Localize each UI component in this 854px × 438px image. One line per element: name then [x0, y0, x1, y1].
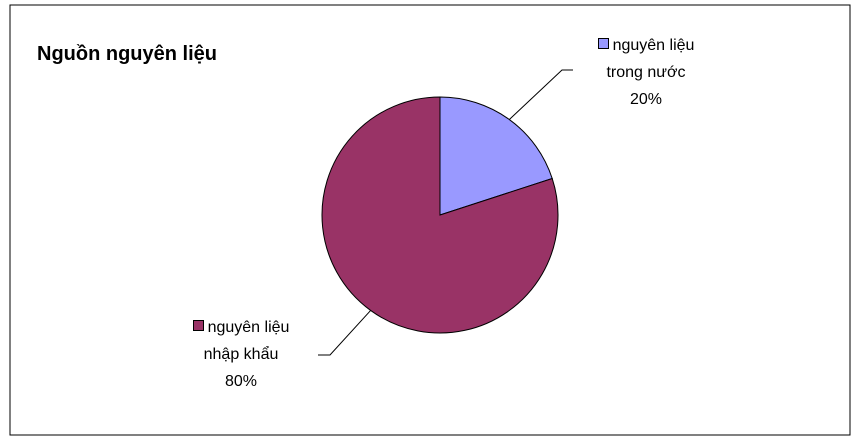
leader-line — [318, 310, 372, 356]
legend-swatch — [192, 320, 204, 331]
category-label-row: nguyên liệu trong nước — [590, 32, 702, 86]
data-label: nguyên liệu trong nước 20% — [590, 32, 702, 113]
category-label: nguyên liệu nhập khẩu — [203, 319, 290, 363]
category-label: nguyên liệu trong nước — [606, 37, 695, 81]
value-label: 20% — [629, 91, 663, 108]
data-label: nguyên liệu nhập khẩu 80% — [185, 314, 297, 395]
category-label-row: nguyên liệu nhập khẩu — [185, 314, 297, 368]
value-label: 80% — [224, 373, 258, 390]
pie-slice — [321, 96, 559, 334]
chart-title: Nguồn nguyên liệu — [37, 43, 217, 65]
pie-slice — [439, 96, 553, 216]
leader-line — [509, 69, 573, 120]
legend-swatch — [597, 38, 609, 49]
